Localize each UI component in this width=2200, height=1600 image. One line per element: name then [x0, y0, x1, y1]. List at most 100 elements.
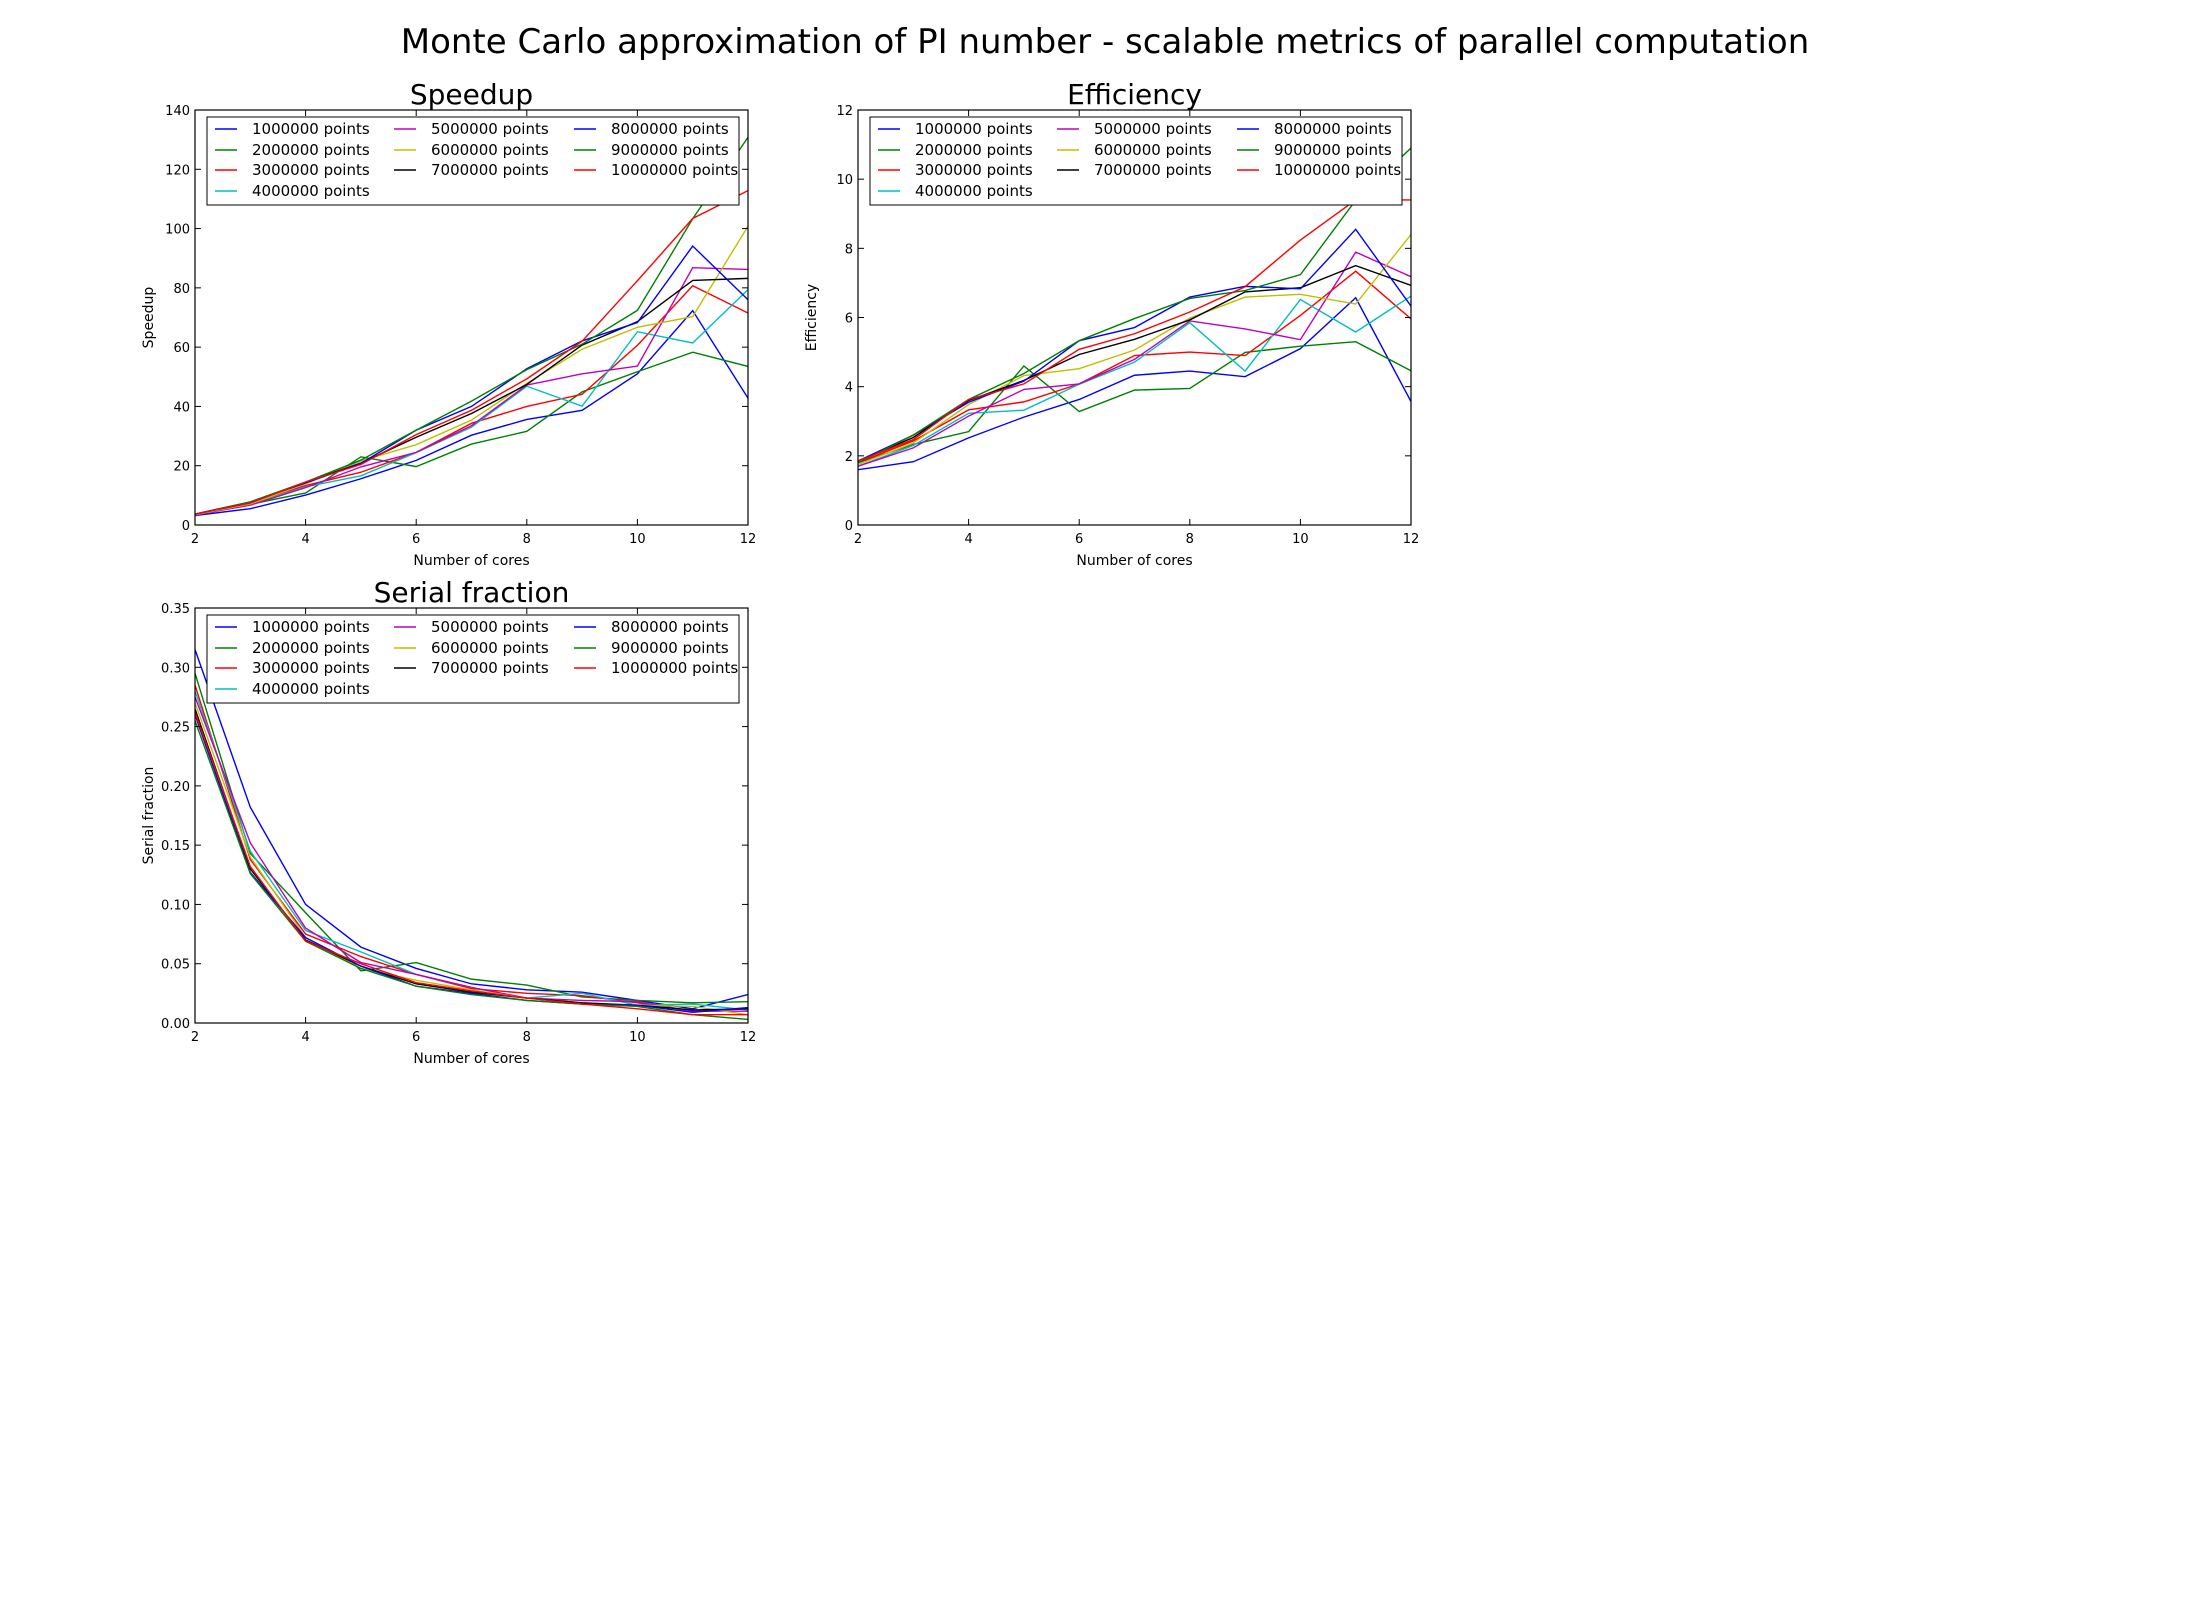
efficiency-legend-entry: 4000000 points	[915, 182, 1033, 200]
serial-series-line-9000000-points	[195, 720, 748, 1021]
speedup-legend-entry: 5000000 points	[431, 120, 549, 138]
speedup-y-tick-label: 140	[165, 104, 190, 119]
efficiency-series-line-8000000-points	[858, 228, 1411, 462]
efficiency-legend-entry: 10000000 points	[1274, 161, 1401, 179]
speedup-x-tick-label: 8	[523, 532, 531, 547]
efficiency-series-line-4000000-points	[858, 295, 1411, 467]
efficiency-series-line-9000000-points	[858, 147, 1411, 464]
serial-legend: 1000000 points 2000000 points 3000000 poin…	[206, 614, 740, 704]
serial-x-tick-label: 6	[412, 1030, 420, 1045]
speedup-y-tick-label: 100	[165, 223, 190, 238]
serial-series-line-7000000-points	[195, 708, 748, 1011]
serial-fraction-chart: Serial fraction 2 4 6 8 10 12 0.00 0.05 0.10 0.15 0…	[141, 576, 757, 1067]
speedup-series-line-1000000-points	[195, 309, 748, 517]
serial-y-tick-label: 0.25	[161, 721, 190, 736]
speedup-legend-entry: 4000000 points	[252, 182, 370, 200]
speedup-legend-entry: 6000000 points	[431, 141, 549, 159]
efficiency-legend-entry: 8000000 points	[1274, 120, 1392, 138]
speedup-y-axis-label: Speedup	[141, 287, 157, 349]
figure-title: Monte Carlo approximation of PI number -…	[400, 22, 1810, 62]
speedup-x-tick-label: 4	[301, 532, 309, 547]
serial-series-line-5000000-points	[195, 696, 748, 1012]
speedup-series-line-2000000-points	[195, 351, 748, 516]
serial-legend-entry: 6000000 points	[431, 639, 549, 657]
efficiency-x-axis-label: Number of cores	[1076, 553, 1192, 569]
efficiency-x-tick-label: 6	[1075, 532, 1083, 547]
efficiency-legend-entry: 9000000 points	[1274, 141, 1392, 159]
speedup-y-tick-label: 120	[165, 163, 190, 178]
efficiency-legend-entry: 3000000 points	[915, 161, 1033, 179]
serial-series-line-8000000-points	[195, 714, 748, 1014]
serial-y-tick-label: 0.35	[161, 602, 190, 617]
efficiency-y-tick-label: 8	[845, 242, 853, 257]
efficiency-series-line-3000000-points	[858, 270, 1411, 464]
serial-x-tick-label: 10	[629, 1030, 646, 1045]
serial-legend-entry: 10000000 points	[611, 659, 738, 677]
efficiency-x-tick-label: 2	[854, 532, 862, 547]
serial-x-tick-label: 12	[740, 1030, 757, 1045]
efficiency-title: Efficiency	[1067, 78, 1202, 111]
speedup-legend-entry: 10000000 points	[611, 161, 738, 179]
speedup-legend-entry: 1000000 points	[252, 120, 370, 138]
efficiency-x-tick-label: 10	[1292, 532, 1309, 547]
speedup-x-tick-label: 2	[191, 532, 199, 547]
efficiency-x-tick-label: 4	[964, 532, 972, 547]
speedup-series-line-7000000-points	[195, 277, 748, 515]
speedup-title: Speedup	[410, 78, 533, 111]
efficiency-series-group	[858, 147, 1411, 471]
speedup-series-line-6000000-points	[195, 225, 748, 516]
serial-series-line-1000000-points	[195, 649, 748, 1010]
serial-legend-entry: 2000000 points	[252, 639, 370, 657]
serial-x-tick-label: 2	[191, 1030, 199, 1045]
efficiency-series-line-2000000-points	[858, 340, 1411, 464]
speedup-x-axis-label: Number of cores	[413, 553, 529, 569]
speedup-y-tick-label: 20	[173, 460, 190, 475]
serial-plot-frame	[194, 607, 749, 1024]
efficiency-series-line-10000000-points	[858, 199, 1411, 462]
efficiency-legend-entry: 1000000 points	[915, 120, 1033, 138]
efficiency-series-line-5000000-points	[858, 251, 1411, 467]
speedup-series-line-3000000-points	[195, 284, 748, 516]
serial-series-line-2000000-points	[195, 673, 748, 1004]
serial-x-tick-label: 8	[523, 1030, 531, 1045]
speedup-legend-entry: 8000000 points	[611, 120, 729, 138]
efficiency-x-tick-label: 12	[1403, 532, 1420, 547]
efficiency-y-tick-label: 10	[836, 173, 853, 188]
speedup-y-tick-label: 0	[182, 519, 190, 534]
efficiency-x-tick-label: 8	[1186, 532, 1194, 547]
efficiency-y-tick-label: 12	[836, 104, 853, 119]
serial-legend-entry: 5000000 points	[431, 618, 549, 636]
speedup-series-line-4000000-points	[195, 289, 748, 516]
efficiency-legend-entry: 5000000 points	[1094, 120, 1212, 138]
serial-title: Serial fraction	[374, 576, 570, 609]
serial-y-tick-label: 0.00	[161, 1017, 190, 1032]
speedup-series-line-10000000-points	[195, 190, 748, 515]
serial-legend-entry: 4000000 points	[252, 680, 370, 698]
serial-legend-box	[206, 614, 740, 704]
speedup-x-tick-label: 12	[740, 532, 757, 547]
serial-legend-entry: 1000000 points	[252, 618, 370, 636]
serial-series-line-3000000-points	[195, 684, 748, 1012]
serial-y-tick-label: 0.10	[161, 898, 190, 913]
efficiency-legend-entry: 7000000 points	[1094, 161, 1212, 179]
speedup-series-group	[195, 136, 748, 517]
serial-x-axis-label: Number of cores	[413, 1051, 529, 1067]
speedup-y-tick-label: 40	[173, 400, 190, 415]
speedup-x-tick-label: 6	[412, 532, 420, 547]
serial-legend-entry: 8000000 points	[611, 618, 729, 636]
speedup-legend-box	[206, 116, 740, 206]
serial-y-tick-label: 0.30	[161, 661, 190, 676]
speedup-plot-frame	[194, 109, 749, 526]
efficiency-y-axis-label: Efficiency	[804, 284, 820, 351]
efficiency-series-line-1000000-points	[858, 296, 1411, 471]
serial-x-tick-label: 4	[301, 1030, 309, 1045]
serial-legend-entry: 7000000 points	[431, 659, 549, 677]
efficiency-y-tick-label: 0	[845, 519, 853, 534]
serial-series-line-10000000-points	[195, 712, 748, 1016]
speedup-series-line-5000000-points	[195, 266, 748, 516]
speedup-legend-entry: 2000000 points	[252, 141, 370, 159]
serial-y-axis-label: Serial fraction	[141, 767, 157, 865]
serial-y-tick-label: 0.15	[161, 839, 190, 854]
